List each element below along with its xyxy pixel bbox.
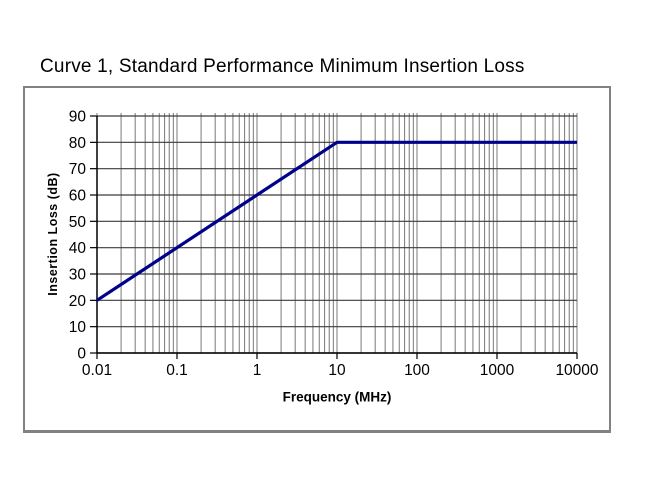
x-tick-label: 1	[253, 362, 262, 379]
y-tick-label: 20	[69, 293, 87, 310]
x-tick-label: 0.1	[166, 362, 188, 379]
y-tick-label: 90	[69, 109, 87, 126]
y-tick-label: 40	[69, 240, 87, 257]
x-tick-label: 1000	[480, 362, 515, 379]
curve-line	[96, 140, 577, 302]
x-tick-label: 10	[328, 362, 346, 379]
y-axis-title: Insertion Loss (dB)	[46, 172, 60, 296]
y-tick-label: 50	[69, 214, 87, 231]
x-tick-label: 10000	[555, 362, 598, 379]
y-tick-label: 0	[77, 346, 86, 363]
x-tick-label: 100	[404, 362, 430, 379]
y-tick-label: 80	[69, 135, 87, 152]
x-tick-label: 0.01	[82, 362, 112, 379]
chart-title: Curve 1, Standard Performance Minimum In…	[40, 56, 525, 77]
y-tick-label: 30	[69, 267, 87, 284]
chart-area: 0.01 0.1 1 10 100 1000 10000 0 10 20 30 40 50 60 70 80 9…	[23, 86, 611, 433]
y-tick-label: 10	[69, 319, 87, 336]
y-tick-label: 60	[69, 188, 87, 205]
x-axis-title: Frequency (MHz)	[282, 389, 392, 405]
y-tick-label: 70	[69, 161, 87, 178]
plot-svg: 0.01 0.1 1 10 100 1000 10000 0 10 20 30 40 50 60 70 80 9…	[69, 109, 599, 380]
